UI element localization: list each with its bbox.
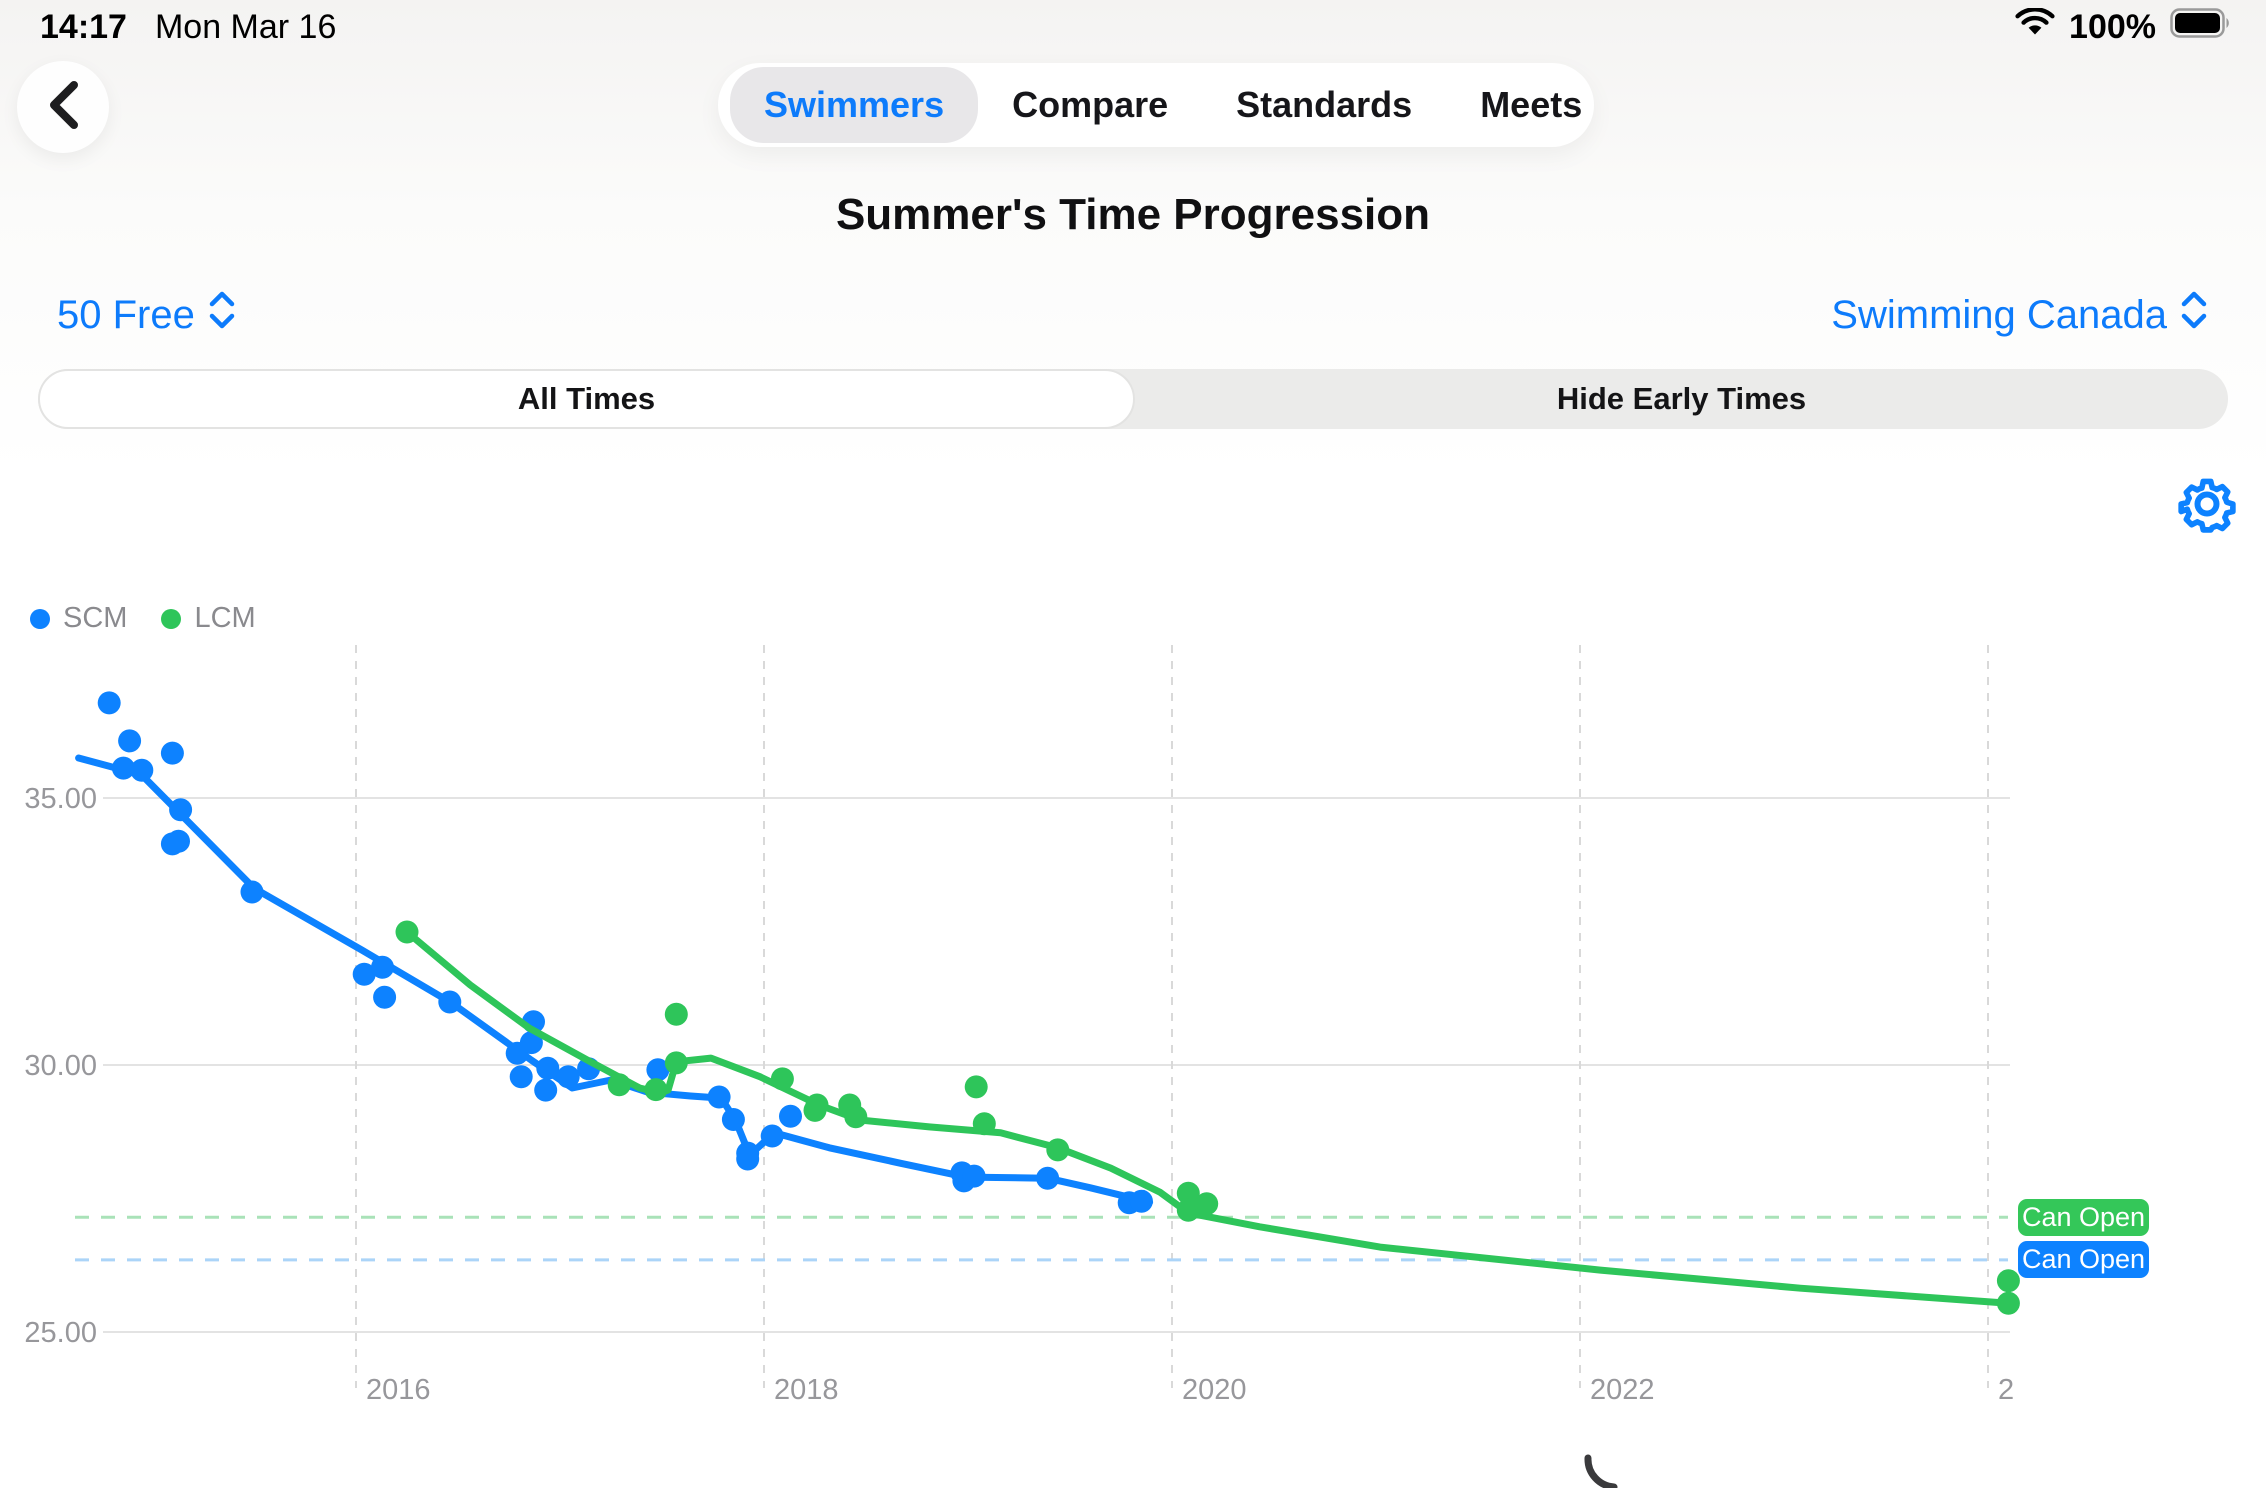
scm-point[interactable] [167,829,190,853]
scm-point[interactable] [736,1147,760,1171]
scm-point[interactable] [536,1056,560,1080]
scm-point[interactable] [160,741,184,765]
x-tick-label: 2020 [1182,1374,1247,1406]
lcm-legend-dot [161,608,182,629]
scm-point[interactable] [779,1104,802,1128]
lcm-point[interactable] [1176,1181,1200,1205]
scm-legend-dot [30,608,50,629]
x-tick-label: 2018 [774,1374,839,1406]
y-tick-label: 30.00 [24,1050,97,1082]
battery-percent: 100% [2069,8,2156,46]
loading-spinner [1584,1454,1618,1488]
lcm-point[interactable] [1046,1138,1070,1162]
organization-selector-label: Swimming Canada [1831,292,2167,337]
legend-item-lcm[interactable]: LCM [161,602,256,635]
lcm-point[interactable] [964,1075,988,1099]
chevron-up-down-icon [2179,288,2209,342]
lcm-point[interactable] [644,1078,668,1102]
lcm-point[interactable] [1996,1269,2020,1293]
scm-point[interactable] [130,758,154,782]
x-tick-label: 2016 [366,1374,431,1406]
chevron-left-icon [46,80,80,135]
top-tab-bar: Swimmers Compare Standards Meets [718,63,1594,147]
lcm-point[interactable] [770,1067,794,1091]
scm-point[interactable] [721,1108,745,1131]
lcm-point[interactable] [607,1073,631,1097]
event-selector-label: 50 Free [57,292,195,337]
date: Mon Mar 16 [154,8,337,46]
standard-badge-lcm: Can Open [2018,1198,2149,1236]
x-tick-label: 2022 [1590,1374,1655,1406]
settings-button[interactable] [2176,473,2238,535]
lcm-point[interactable] [1195,1192,1219,1216]
scm-point[interactable] [760,1124,784,1148]
lcm-point[interactable] [844,1105,868,1129]
lcm-point[interactable] [1996,1291,2020,1315]
battery-icon [2170,8,2232,47]
scm-point[interactable] [1036,1166,1060,1190]
tab-compare[interactable]: Compare [1012,84,1169,125]
y-tick-label: 25.00 [24,1317,97,1349]
chevron-up-down-icon [207,288,237,342]
tab-meets[interactable]: Meets [1480,84,1583,125]
scm-point[interactable] [707,1085,731,1109]
scm-point[interactable] [97,691,121,715]
tab-standards[interactable]: Standards [1236,84,1413,125]
scm-point[interactable] [240,880,264,904]
lcm-point[interactable] [664,1002,688,1026]
lcm-point[interactable] [664,1051,688,1075]
lcm-point[interactable] [803,1098,827,1122]
x-tick-label: 2 [1998,1374,2014,1406]
legend-item-scm[interactable]: SCM [30,602,127,635]
y-tick-label: 35.00 [24,783,97,815]
scm-point[interactable] [646,1058,670,1082]
scm-point[interactable] [111,756,135,780]
status-bar: 14:17 Mon Mar 16 100% [0,7,2266,52]
scm-point[interactable] [534,1078,558,1102]
time-filter-toggle: All Times Hide Early Times [38,369,2228,429]
lcm-point[interactable] [395,920,419,944]
scm-point[interactable] [519,1031,543,1055]
scm-point[interactable] [556,1065,580,1089]
lcm-point[interactable] [1176,1198,1200,1222]
organization-selector[interactable]: Swimming Canada [1831,288,2209,342]
scm-point[interactable] [352,962,376,986]
scm-point[interactable] [169,798,193,822]
scm-trend-line [75,754,1154,1206]
gear-icon [2176,478,2238,539]
event-selector[interactable]: 50 Free [57,288,237,342]
chart-legend: SCM LCM [30,602,256,635]
toggle-hide-early-times[interactable]: Hide Early Times [1556,381,1807,416]
lcm-trend-line [403,928,2012,1307]
lcm-point[interactable] [972,1112,996,1136]
standard-badge-scm: Can Open [2018,1241,2149,1279]
lcm-legend-label: LCM [194,602,256,634]
scm-point[interactable] [438,990,462,1014]
tab-swimmers[interactable]: Swimmers [730,67,979,143]
clock: 14:17 [40,8,127,46]
wifi-icon [2015,7,2055,47]
page-title: Summer's Time Progression [835,190,1431,239]
scm-point[interactable] [371,955,394,979]
back-button[interactable] [17,61,109,153]
scm-point[interactable] [1129,1189,1153,1213]
toggle-all-times[interactable]: All Times [38,369,1135,429]
scm-point[interactable] [509,1065,533,1089]
scm-point[interactable] [118,729,142,753]
scm-legend-label: SCM [63,602,128,634]
scm-point[interactable] [373,985,397,1009]
scm-point[interactable] [962,1164,986,1188]
